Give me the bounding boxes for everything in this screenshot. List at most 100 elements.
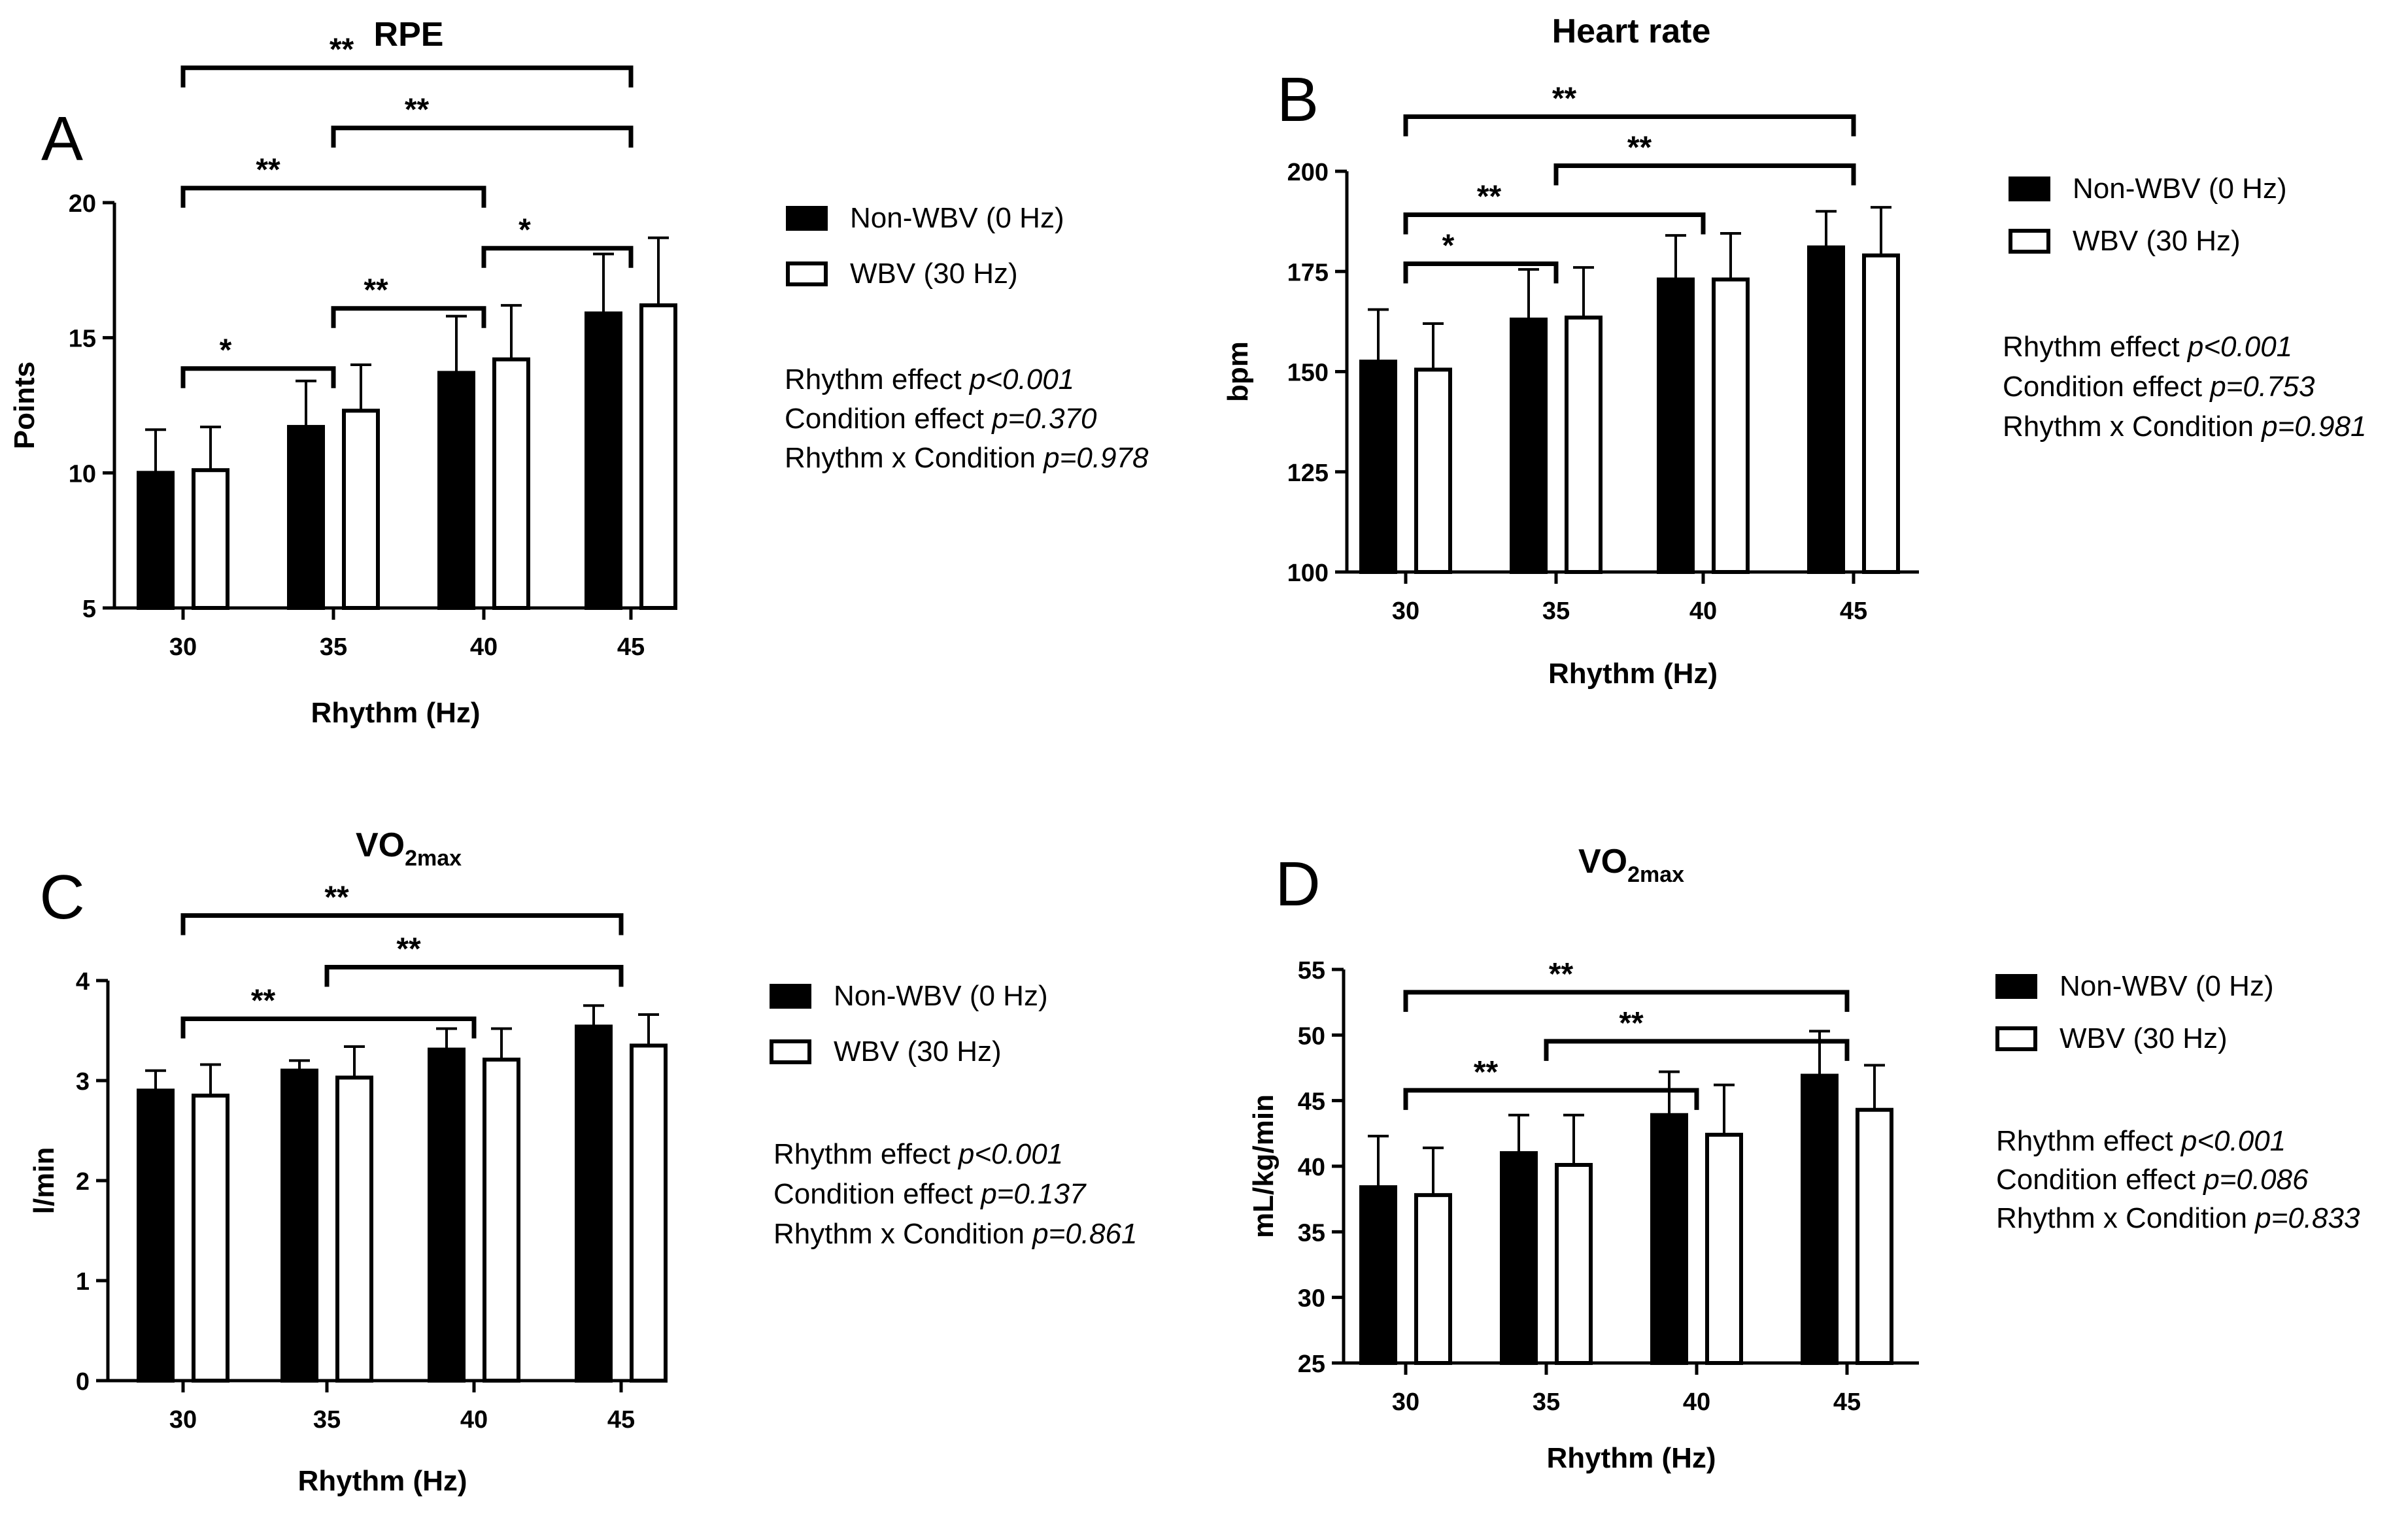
bar-wbv [483,1057,520,1383]
panel-letter: C [39,862,84,932]
significance-label: ** [251,984,276,1018]
significance-bracket [1403,212,1706,235]
bar-non-wbv [1500,1151,1538,1366]
stat-label: Rhythm x Condition [785,442,1043,474]
significance-bracket [180,913,624,935]
legend-swatch-wbv [2009,229,2050,254]
chart-title: RPE [374,16,444,54]
stat-line: Condition effect p=0.137 [773,1178,1087,1210]
stat-line: Rhythm x Condition p=0.861 [773,1218,1137,1250]
stat-p-value: p<0.001 [968,363,1074,395]
significance-bracket [1403,261,1559,284]
x-axis-label: Rhythm (Hz) [1548,658,1718,690]
stat-label: Rhythm effect [785,363,970,395]
y-axis-label: mL/kg/min [1247,1094,1280,1238]
x-tick-label: 30 [1392,597,1419,625]
y-tick-label: 30 [1298,1285,1325,1313]
chart-title-subscript: 2max [405,846,462,871]
bar-wbv [342,409,380,610]
significance-bracket [1403,1088,1699,1110]
significance-label: ** [405,93,430,127]
bar-non-wbv [585,311,622,610]
stat-line: Rhythm x Condition p=0.833 [1996,1202,2360,1234]
bar-non-wbv [1359,360,1397,574]
panel-B: Heart rate B 100 125 150 175 200 30 35 40 45 bpm Rhy… [1222,12,2366,690]
bar-non-wbv [428,1047,466,1383]
x-tick-label: 35 [1542,597,1570,625]
x-tick-label: 40 [1689,597,1717,625]
legend-label-non-wbv: Non-WBV (0 Hz) [2073,173,2287,205]
stat-label: Rhythm x Condition [773,1218,1032,1250]
legend-label-non-wbv: Non-WBV (0 Hz) [834,980,1048,1012]
y-axis-label: l/min [28,1147,60,1215]
y-tick-label: 15 [69,326,96,353]
stat-label: Condition effect [773,1178,981,1210]
stat-line: Rhythm effect p<0.001 [785,363,1074,395]
x-tick-label: 30 [1392,1388,1419,1416]
significance-bracket [1544,1039,1850,1061]
chart-title: VO2max [1578,843,1684,887]
stat-p-value: p=0.861 [1031,1218,1137,1250]
significance-bracket [324,965,624,987]
bar-non-wbv [1510,317,1548,574]
x-tick-label: 30 [169,1406,197,1434]
bar-non-wbv [437,371,475,611]
bar-wbv [1712,277,1750,574]
legend-swatch-wbv [1995,1026,2037,1051]
stat-line: Condition effect p=0.086 [1996,1164,2309,1196]
significance-label: ** [324,881,349,915]
stat-line: Rhythm x Condition p=0.981 [2003,411,2366,443]
y-tick-label: 5 [82,596,96,623]
bar-wbv [630,1043,668,1383]
legend-swatch-non-wbv [1995,974,2037,999]
stat-p-value: p<0.001 [2186,331,2292,363]
significance-label: ** [256,153,280,188]
y-tick-label: 150 [1287,360,1329,387]
x-tick-label: 45 [1833,1388,1861,1416]
significance-bracket [180,1017,477,1039]
significance-label: * [518,213,531,248]
y-tick-label: 25 [1298,1351,1325,1378]
bar-wbv [1414,1193,1452,1365]
significance-bracket [1553,163,1856,186]
legend-swatch-non-wbv [2009,177,2050,201]
significance-label: ** [364,273,388,308]
x-tick-label: 45 [617,633,645,661]
bar-wbv [1565,315,1603,574]
significance-bracket [331,126,634,148]
y-tick-label: 125 [1287,460,1329,487]
bar-wbv [335,1075,373,1383]
x-tick-label: 35 [320,633,347,661]
y-tick-label: 20 [69,190,96,218]
chart-title: VO2max [356,826,462,871]
x-axis-label: Rhythm (Hz) [311,697,480,729]
stat-line: Condition effect p=0.370 [785,403,1097,435]
significance-bracket [481,246,634,268]
stat-p-value: p=0.833 [2254,1202,2360,1234]
x-tick-label: 45 [1840,597,1867,625]
bar-non-wbv [1359,1185,1397,1366]
legend-label-wbv: WBV (30 Hz) [2073,225,2241,257]
bar-non-wbv [1801,1073,1839,1366]
significance-bracket [180,366,336,388]
x-tick-label: 40 [1683,1388,1710,1416]
bar-wbv [1856,1107,1893,1366]
bar-wbv [1862,253,1900,574]
chart-title: Heart rate [1552,12,1711,50]
legend-label-non-wbv: Non-WBV (0 Hz) [850,202,1064,234]
stat-p-value: p=0.981 [2260,411,2366,443]
significance-label: ** [396,932,421,967]
stat-p-value: p=0.370 [991,403,1097,435]
y-axis-label: bpm [1222,341,1254,402]
bar-wbv [639,303,677,610]
bar-non-wbv [1650,1113,1688,1365]
x-axis-label: Rhythm (Hz) [297,1465,467,1497]
bar-wbv [192,468,229,611]
stat-label: Rhythm effect [1996,1125,2181,1157]
significance-label: ** [330,33,354,67]
bar-non-wbv [1657,277,1695,574]
stat-label: Condition effect [785,403,992,435]
legend-label-non-wbv: Non-WBV (0 Hz) [2060,970,2274,1002]
